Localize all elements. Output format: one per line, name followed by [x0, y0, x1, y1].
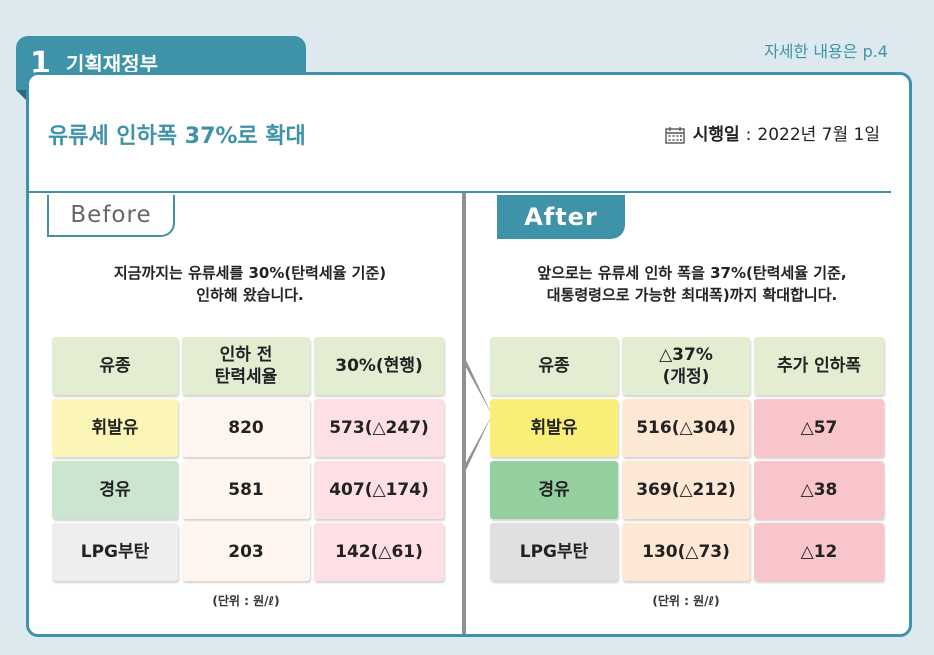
detail-page-link[interactable]: 자세한 내용은 p.4 — [764, 42, 888, 61]
before-row-lpg-fuel: LPG부탄 — [52, 523, 178, 581]
after-row-lpg-fuel: LPG부탄 — [490, 523, 618, 581]
section-rule — [29, 191, 891, 193]
before-description: 지금까지는 유류세를 30%(탄력세율 기준) 인하해 왔습니다. — [50, 262, 450, 306]
before-header-base-rate: 인하 전 탄력세율 — [182, 337, 310, 395]
before-description-line: 지금까지는 유류세를 30%(탄력세율 기준) — [113, 264, 387, 282]
after-tab-label: After — [524, 203, 598, 231]
after-header-fuel: 유종 — [490, 337, 618, 395]
after-header-revised: △37% (개정) — [622, 337, 750, 395]
effective-date-label: 시행일 — [692, 125, 740, 145]
before-header-current: 30%(현행) — [314, 337, 444, 395]
after-row-lpg-revised: 130(△73) — [622, 523, 750, 581]
headline: 유류세 인하폭 37%로 확대 — [48, 124, 306, 149]
before-row-lpg-current: 142(△61) — [314, 523, 444, 581]
after-description-line: 앞으로는 유류세 인하 폭을 37%(탄력세율 기준, — [537, 264, 847, 282]
section-tab-fold — [16, 90, 26, 100]
after-row-lpg-extra: △12 — [754, 523, 884, 581]
after-description-line: 대통령령으로 가능한 최대폭)까지 확대합니다. — [546, 286, 838, 304]
after-row-diesel-revised: 369(△212) — [622, 461, 750, 519]
after-row-gasoline-extra: △57 — [754, 399, 884, 457]
effective-date-separator: : — [745, 125, 752, 145]
before-row-gasoline-base: 820 — [182, 399, 310, 457]
calendar-icon — [665, 127, 685, 144]
before-tab-label: Before — [70, 202, 152, 228]
effective-date: 시행일 : 2022년 7월 1일 — [665, 120, 880, 150]
before-after-divider — [462, 193, 466, 634]
before-row-gasoline-fuel: 휘발유 — [52, 399, 178, 457]
before-row-lpg-base: 203 — [182, 523, 310, 581]
before-row-diesel-current: 407(△174) — [314, 461, 444, 519]
before-row-gasoline-current: 573(△247) — [314, 399, 444, 457]
before-row-diesel-base: 581 — [182, 461, 310, 519]
after-description: 앞으로는 유류세 인하 폭을 37%(탄력세율 기준, 대통령령으로 가능한 최… — [482, 262, 902, 306]
before-unit-note: (단위 : 원/ℓ) — [212, 594, 280, 608]
effective-date-value: 2022년 7월 1일 — [757, 125, 880, 145]
after-unit-note: (단위 : 원/ℓ) — [652, 594, 720, 608]
after-row-gasoline-fuel: 휘발유 — [490, 399, 618, 457]
before-row-diesel-fuel: 경유 — [52, 461, 178, 519]
before-tab: Before — [47, 195, 175, 237]
before-header-fuel: 유종 — [52, 337, 178, 395]
after-row-diesel-extra: △38 — [754, 461, 884, 519]
after-tab: After — [497, 195, 625, 239]
after-header-extra-cut: 추가 인하폭 — [754, 337, 884, 395]
after-row-gasoline-revised: 516(△304) — [622, 399, 750, 457]
before-description-line: 인하해 왔습니다. — [196, 286, 304, 304]
after-row-diesel-fuel: 경유 — [490, 461, 618, 519]
